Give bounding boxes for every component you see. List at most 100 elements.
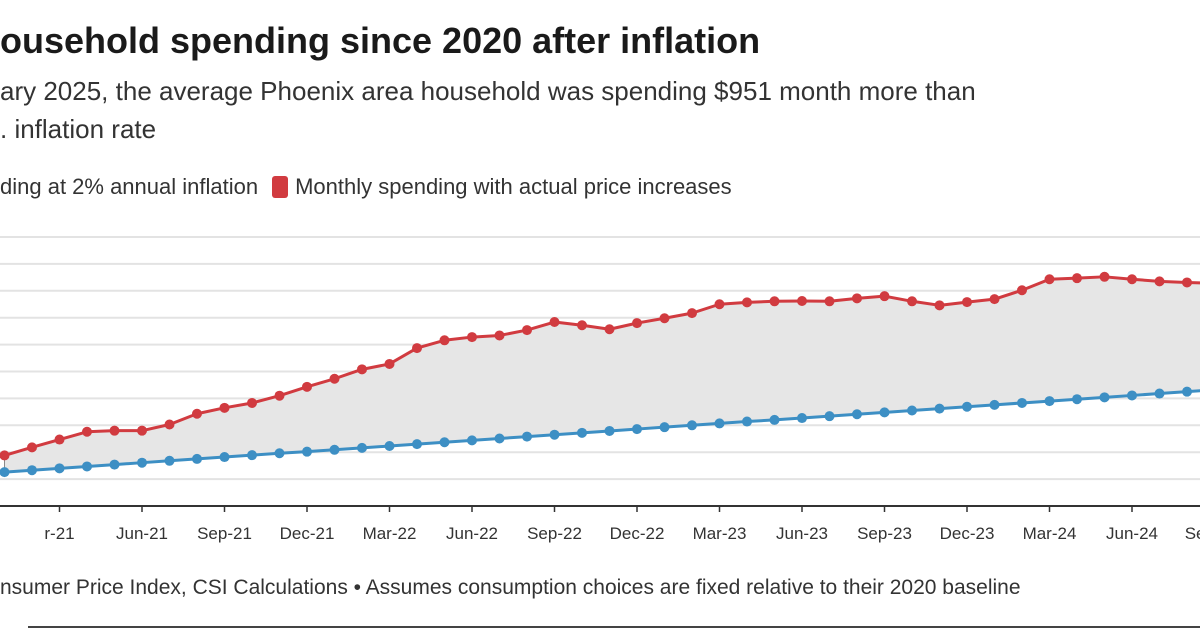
legend-label-inflation-baseline: ding at 2% annual inflation [0,174,259,199]
data-point-actual-spending [852,293,862,304]
x-tick-label: Jun-23 [776,524,828,543]
x-tick-label: Mar-24 [1023,524,1077,543]
data-point-inflation-baseline [109,459,120,470]
data-point-actual-spending [1127,274,1137,285]
data-point-inflation-baseline [769,414,780,425]
data-point-actual-spending [109,425,120,436]
data-point-inflation-baseline [577,427,587,438]
legend-label-actual-spending: Monthly spending with actual price incre… [295,174,732,199]
data-point-inflation-baseline [247,450,257,461]
data-point-inflation-baseline [1044,396,1055,407]
x-axis-ticks: r-21 Jun-21 Sep-21 Dec-21 Mar-22 Jun-22 Sep-22… [44,506,1200,543]
legend-item-inflation-baseline: ding at 2% annual inflation [0,174,258,200]
data-point-actual-spending [769,296,780,307]
data-point-actual-spending [989,294,1000,305]
data-point-actual-spending [54,434,65,445]
data-point-inflation-baseline [962,401,972,412]
data-point-inflation-baseline [357,442,367,453]
data-point-actual-spending [329,373,340,384]
data-point-inflation-baseline [604,425,615,436]
data-point-actual-spending [879,291,890,302]
bottom-rule [28,626,1200,628]
data-point-inflation-baseline [659,422,670,433]
x-tick-label: Dec-22 [610,524,665,543]
data-point-inflation-baseline [164,455,175,466]
subtitle-line-1: ary 2025, the average Phoenix area house… [0,76,976,106]
line-chart: r-21 Jun-21 Sep-21 Dec-21 Mar-22 Jun-22 Sep-22… [0,236,1200,543]
data-point-actual-spending [604,324,615,335]
data-point-inflation-baseline [54,463,65,474]
data-point-actual-spending [742,297,752,308]
data-point-actual-spending [659,313,670,324]
data-point-actual-spending [0,450,10,461]
x-tick-label: Jun-24 [1106,524,1158,543]
data-point-inflation-baseline [82,461,92,472]
x-tick-label: Jun-22 [446,524,498,543]
data-point-actual-spending [274,390,285,401]
data-point-actual-spending [467,332,477,343]
data-point-inflation-baseline [137,457,147,468]
x-tick-label: Dec-21 [280,524,335,543]
data-point-inflation-baseline [1017,397,1027,408]
data-point-actual-spending [219,402,230,413]
data-point-actual-spending [247,397,257,408]
x-tick-label: Sep-21 [197,524,252,543]
data-point-actual-spending [27,442,37,453]
data-point-inflation-baseline [467,435,477,446]
data-point-inflation-baseline [1154,388,1165,399]
data-point-inflation-baseline [907,405,917,416]
data-point-inflation-baseline [989,399,1000,410]
data-point-inflation-baseline [824,411,835,422]
data-point-actual-spending [934,300,945,311]
data-point-inflation-baseline [797,413,807,424]
data-point-inflation-baseline [687,420,697,431]
series-line-actual-spending [4,275,1200,457]
x-tick-label: r-21 [44,524,74,543]
data-point-inflation-baseline [0,467,10,478]
data-point-inflation-baseline [1099,392,1110,403]
data-point-actual-spending [1044,274,1055,285]
series-line-inflation-baseline [4,389,1200,474]
data-point-actual-spending [1154,276,1165,287]
data-point-inflation-baseline [522,431,532,442]
data-point-actual-spending [302,381,312,392]
x-tick-label: Mar-23 [693,524,747,543]
data-point-actual-spending [962,297,972,308]
data-point-inflation-baseline [384,441,395,452]
data-point-actual-spending [1072,273,1082,284]
data-point-inflation-baseline [274,448,285,459]
data-point-actual-spending [797,296,807,307]
data-point-actual-spending [357,364,367,375]
data-point-inflation-baseline [742,416,752,427]
data-point-inflation-baseline [219,452,230,463]
data-point-inflation-baseline [302,446,312,457]
data-point-inflation-baseline [329,444,340,455]
data-point-actual-spending [412,343,422,354]
data-point-inflation-baseline [1127,390,1137,401]
chart-subtitle: ary 2025, the average Phoenix area house… [0,72,976,148]
x-tick-label: Sep-23 [857,524,912,543]
data-point-actual-spending [577,320,587,331]
data-point-actual-spending [907,296,917,307]
series-layer [0,271,1200,478]
data-point-inflation-baseline [934,403,945,414]
data-point-inflation-baseline [852,409,862,420]
data-point-actual-spending [192,408,202,419]
data-point-inflation-baseline [27,465,37,476]
chart-title: ousehold spending since 2020 after infla… [0,20,761,61]
legend-item-actual-spending: Monthly spending with actual price incre… [272,174,732,200]
data-point-inflation-baseline [632,424,642,435]
data-point-inflation-baseline [494,433,505,444]
data-point-inflation-baseline [192,453,202,464]
data-point-inflation-baseline [714,418,725,429]
source-note: nsumer Price Index, CSI Calculations • A… [0,576,1021,599]
data-point-actual-spending [522,325,532,336]
data-point-actual-spending [824,296,835,307]
data-point-actual-spending [494,330,505,341]
gap-area [4,276,1200,473]
data-point-actual-spending [439,335,450,346]
legend-swatch-red [272,176,289,198]
subtitle-line-2: . inflation rate [0,114,157,144]
x-tick-label: Jun-21 [116,524,168,543]
data-point-inflation-baseline [549,429,560,440]
